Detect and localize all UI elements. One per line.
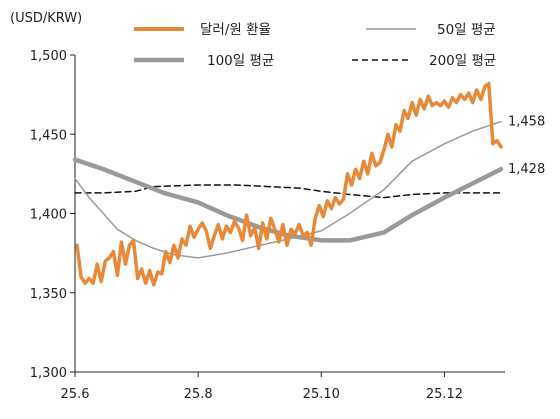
y-tick-label: 1,350 — [30, 287, 67, 302]
series-line-fx — [75, 81, 503, 287]
x-tick-label: 25.8 — [184, 387, 213, 402]
y-tick-label: 1,300 — [30, 366, 67, 381]
end-value-label: 1,458 — [508, 115, 545, 130]
series-line-ma200 — [74, 184, 502, 199]
legend-label-ma50: 50일 평균 — [437, 22, 496, 38]
x-tick-label: 25.10 — [303, 387, 340, 402]
end-value-label: 1,428 — [508, 162, 545, 177]
y-tick-label: 1,400 — [30, 208, 67, 223]
x-tick-label: 25.6 — [61, 387, 90, 402]
legend: 달러/원 환율 50일 평균 100일 평균 200일 평균 — [134, 22, 496, 69]
legend-label-ma200: 200일 평균 — [429, 53, 496, 69]
x-tick-label: 25.12 — [426, 387, 463, 402]
unit-label: (USD/KRW) — [10, 11, 82, 26]
y-tick-label: 1,500 — [30, 49, 67, 64]
y-tick-label: 1,450 — [30, 128, 67, 143]
series-line-ma100 — [72, 157, 504, 243]
legend-label-ma100: 100일 평균 — [207, 53, 274, 69]
legend-label-fx: 달러/원 환율 — [200, 22, 271, 38]
series-line-ma50 — [74, 120, 502, 259]
